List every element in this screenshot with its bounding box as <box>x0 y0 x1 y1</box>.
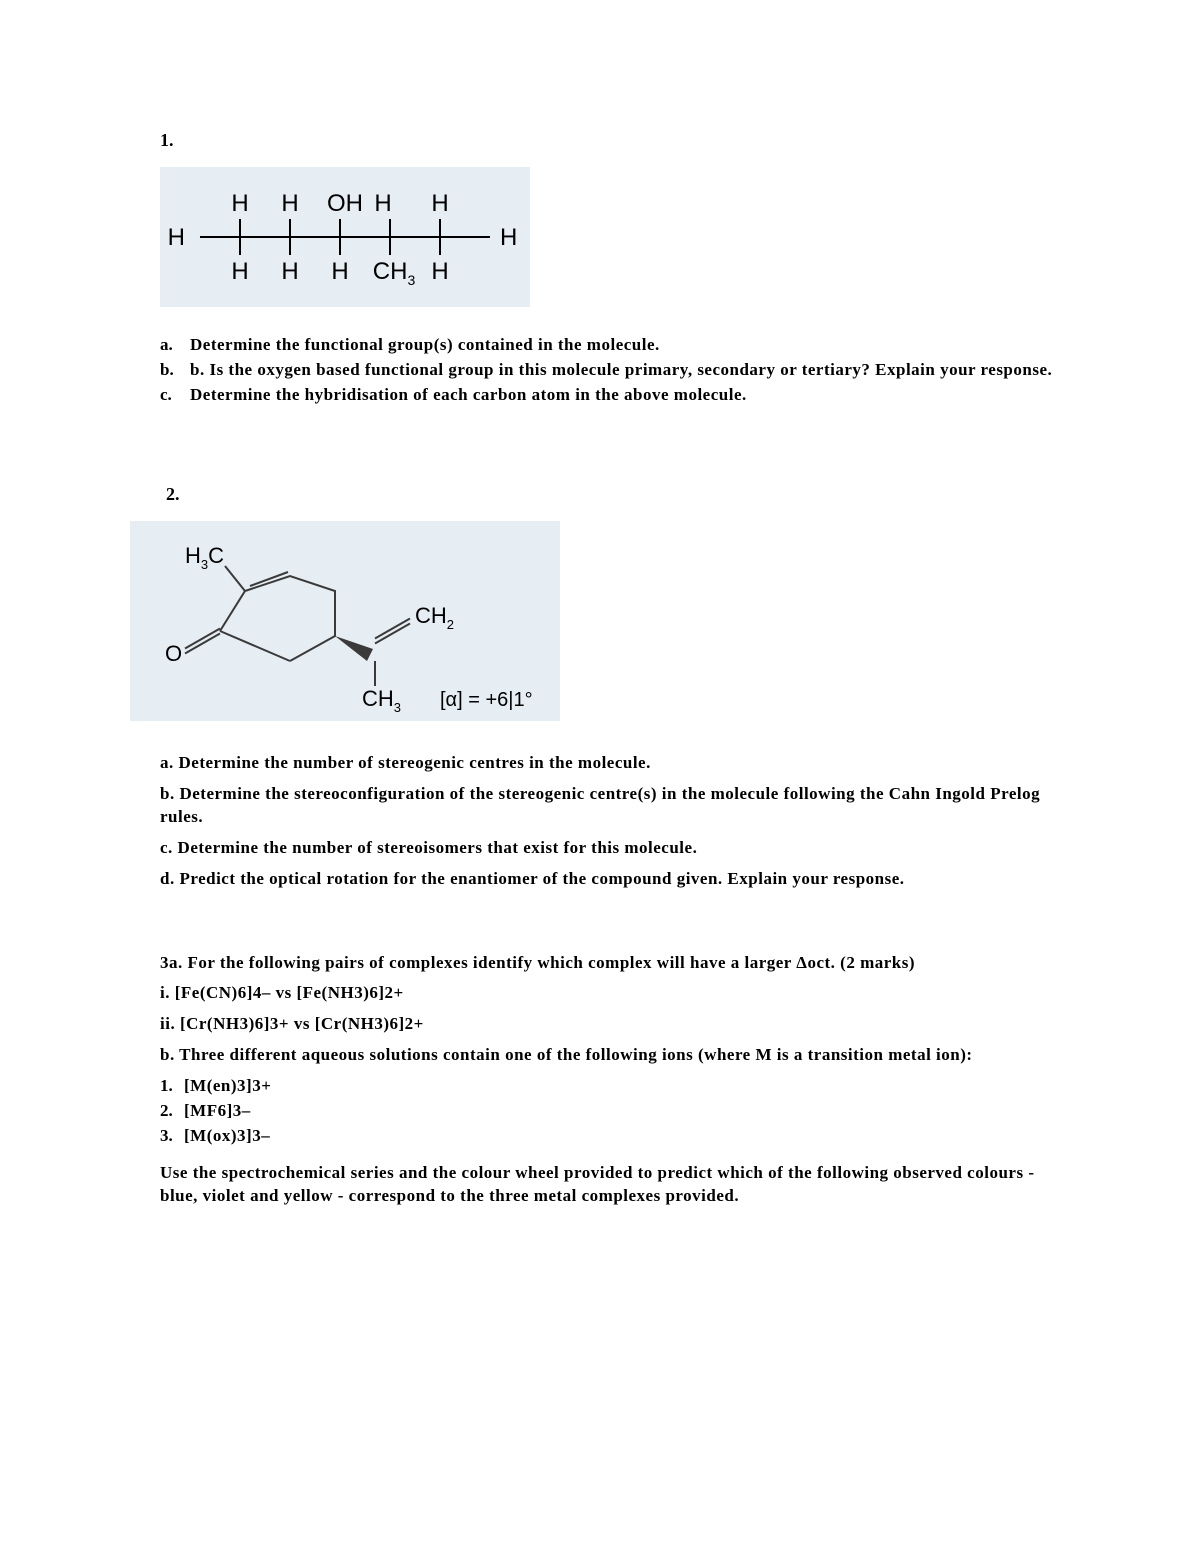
list-label: c. <box>160 384 190 407</box>
q3-ion-3: 3. [M(ox)3]3– <box>160 1125 1060 1148</box>
list-text: Determine the hybridisation of each carb… <box>190 384 747 407</box>
svg-text:H: H <box>500 224 517 251</box>
q1-list: a. Determine the functional group(s) con… <box>160 334 1060 407</box>
q3-partb-lead: b. Three different aqueous solutions con… <box>160 1044 1060 1067</box>
svg-text:H: H <box>231 190 248 217</box>
q2-para-d: d. Predict the optical rotation for the … <box>160 868 1060 891</box>
q1-item-a: a. Determine the functional group(s) con… <box>160 334 1060 357</box>
q3-ion-1: 1. [M(en)3]3+ <box>160 1075 1060 1098</box>
q1-diagram: H H OH H H H H H CH3 H H H <box>160 167 530 307</box>
svg-text:H: H <box>431 190 448 217</box>
list-text: b. Is the oxygen based functional group … <box>190 359 1052 382</box>
svg-text:CH2: CH2 <box>415 603 454 632</box>
svg-text:OH: OH <box>327 190 363 217</box>
svg-text:H: H <box>431 258 448 285</box>
svg-text:H: H <box>374 190 391 217</box>
q2-para-b: b. Determine the stereoconfiguration of … <box>160 783 1060 829</box>
q2-diagram: O H3C CH2 CH3 [α] = +6|1° <box>130 521 560 721</box>
q1-item-c: c. Determine the hybridisation of each c… <box>160 384 1060 407</box>
list-label: a. <box>160 334 190 357</box>
q3-ion-2: 2. [MF6]3– <box>160 1100 1060 1123</box>
q1-item-b: b. b. Is the oxygen based functional gro… <box>160 359 1060 382</box>
q2-number: 2. <box>166 484 1060 505</box>
q1-number: 1. <box>160 130 1060 151</box>
list-text: [M(en)3]3+ <box>184 1075 271 1098</box>
list-label: 2. <box>160 1100 184 1123</box>
svg-text:H: H <box>168 224 185 251</box>
list-text: Determine the functional group(s) contai… <box>190 334 660 357</box>
q2-para-c: c. Determine the number of stereoisomers… <box>160 837 1060 860</box>
q3-ions: 1. [M(en)3]3+ 2. [MF6]3– 3. [M(ox)3]3– <box>160 1075 1060 1148</box>
svg-text:CH3: CH3 <box>373 258 416 288</box>
list-text: [M(ox)3]3– <box>184 1125 270 1148</box>
svg-text:H: H <box>281 190 298 217</box>
svg-text:H: H <box>281 258 298 285</box>
svg-text:H: H <box>231 258 248 285</box>
q3-lead: 3a. For the following pairs of complexes… <box>160 952 1060 975</box>
svg-text:[α] = +6|1°: [α] = +6|1° <box>440 689 533 711</box>
svg-text:H3C: H3C <box>185 543 224 572</box>
list-label: 3. <box>160 1125 184 1148</box>
q3-pair-i: i. [Fe(CN)6]4– vs [Fe(NH3)6]2+ <box>160 982 1060 1005</box>
svg-text:CH3: CH3 <box>362 686 401 715</box>
q2-para-a: a. Determine the number of stereogenic c… <box>160 752 1060 775</box>
page: 1. H H OH H H H H H CH3 H H H a. Determine the func… <box>0 0 1200 1553</box>
list-label: 1. <box>160 1075 184 1098</box>
list-label: b. <box>160 359 190 382</box>
svg-text:H: H <box>331 258 348 285</box>
q3-pair-ii: ii. [Cr(NH3)6]3+ vs [Cr(NH3)6]2+ <box>160 1013 1060 1036</box>
list-text: [MF6]3– <box>184 1100 251 1123</box>
svg-text:O: O <box>165 641 182 666</box>
q3-closing: Use the spectrochemical series and the c… <box>160 1162 1060 1208</box>
